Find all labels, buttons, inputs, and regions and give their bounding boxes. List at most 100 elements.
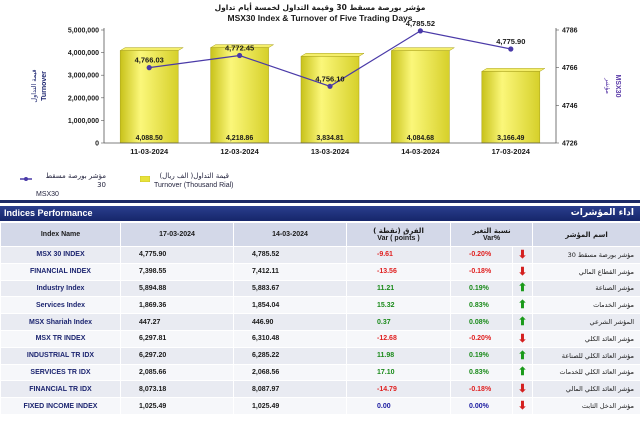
var-pct-cell: 0.08%	[450, 313, 513, 331]
direction-cell: ⬇	[512, 397, 533, 415]
arrow-up-icon: ⬆	[517, 316, 528, 329]
y-left-tick-label: 4,000,000	[68, 50, 99, 57]
index-name-ar-cell: مؤشر العائد الكلي للخدمات	[532, 363, 640, 382]
y-right-tick-label: 4786	[562, 28, 578, 35]
var-points-cell: 11.21	[346, 279, 451, 298]
value-date2-cell: 6,285.22	[233, 346, 347, 365]
arrow-down-icon: ⬇	[517, 332, 528, 345]
table-title: Indices Performance	[4, 208, 93, 218]
line-data-label: 4,785.52	[406, 19, 435, 28]
value-date1-cell: 447.27	[120, 313, 234, 331]
value-date1-cell: 1,025.49	[120, 397, 234, 415]
var-pct-cell: -0.20%	[450, 329, 513, 348]
index-name-cell: MSX Shariah Index	[0, 313, 121, 331]
y-right-tick-label: 4726	[562, 141, 578, 148]
line-data-label: 4,775.90	[496, 37, 525, 46]
chart-title: MSX30 Index & Turnover of Five Trading D…	[228, 13, 413, 23]
x-tick-label: 12-03-2024	[220, 147, 259, 156]
indices-table: Index Name 17-03-2024 14-03-2024 الفرق (…	[0, 222, 640, 415]
index-name-ar-cell: مؤشر الدخل الثابت	[532, 397, 640, 415]
bar-top	[480, 68, 546, 72]
var-points-cell: -12.68	[346, 329, 451, 348]
table-row: Services Index 1,869.36 1,854.04 15.32 0.83%…	[0, 296, 640, 315]
index-name-cell: MSX TR INDEX	[0, 329, 121, 348]
var-points-cell: -9.61	[346, 246, 451, 264]
table-row: FIXED INCOME INDEX 1,025.49 1,025.49 0.00 0.…	[0, 397, 640, 415]
direction-cell: ⬇	[512, 262, 533, 281]
value-date2-cell: 2,068.56	[233, 363, 347, 382]
bar-top	[390, 47, 456, 51]
var-pct-cell: 0.00%	[450, 397, 513, 415]
arrow-up-icon: ⬆	[517, 366, 528, 379]
y-left-label-ar: قيمة التداول	[30, 69, 38, 102]
value-date1-cell: 6,297.81	[120, 329, 234, 348]
var-points-cell: -14.79	[346, 380, 451, 399]
col-date1: 17-03-2024	[120, 222, 234, 247]
value-date1-cell: 5,894.88	[120, 279, 234, 298]
bar-data-label: 3,834.81	[316, 135, 343, 142]
col-var-ar: الفرق (نقطة )	[373, 227, 424, 235]
var-points-cell: 0.37	[346, 313, 451, 331]
value-date2-cell: 1,854.04	[233, 296, 347, 315]
direction-cell: ⬆	[512, 363, 533, 382]
table-row: MSX Shariah Index 447.27 446.90 0.37 0.08% ⬆ ا…	[0, 313, 640, 331]
bar-data-label: 4,088.50	[136, 135, 163, 142]
var-points-cell: -13.56	[346, 262, 451, 281]
bar-data-label: 4,084.68	[407, 135, 434, 142]
col-index-name-ar: اسم المؤشر	[532, 222, 640, 247]
index-name-ar-cell: المؤشر الشرعي	[532, 313, 640, 331]
col-date2: 14-03-2024	[233, 222, 347, 247]
value-date2-cell: 1,025.49	[233, 397, 347, 415]
index-name-ar-cell: مؤشر العائد الكلي للصناعة	[532, 346, 640, 365]
bar-top	[119, 47, 185, 51]
value-date2-cell: 7,412.11	[233, 262, 347, 281]
y-left-tick-label: 0	[95, 141, 99, 148]
index-name-ar-cell: مؤشر القطاع المالي	[532, 262, 640, 281]
value-date2-cell: 5,883.67	[233, 279, 347, 298]
bar-data-label: 4,218.86	[226, 135, 253, 142]
arrow-up-icon: ⬆	[517, 349, 528, 362]
y-left-tick-label: 3,000,000	[68, 73, 99, 80]
col-index-name: Index Name	[0, 222, 121, 247]
index-name-cell: INDUSTRIAL TR IDX	[0, 346, 121, 365]
index-name-cell: SERVICES TR IDX	[0, 363, 121, 382]
arrow-down-icon: ⬇	[517, 400, 528, 413]
col-pct-en: Var%	[482, 235, 501, 242]
index-name-cell: FIXED INCOME INDEX	[0, 397, 121, 415]
y-right-label: MSX30	[614, 75, 621, 98]
direction-cell: ⬆	[512, 346, 533, 365]
y-right-tick-label: 4766	[562, 65, 578, 72]
table-body: MSX 30 INDEX 4,775.90 4,785.52 -9.61 -0.20% ⬇…	[0, 246, 640, 415]
var-pct-cell: -0.20%	[450, 246, 513, 264]
table-title-ar: اداء المؤشرات	[570, 208, 634, 218]
value-date1-cell: 2,085.66	[120, 363, 234, 382]
chart-area: مؤشر بورصة مسقط 30 وقيمة التداول لخمسة أ…	[0, 0, 640, 202]
legend-turnover-ar: قيمة التداول( الف ريال)	[159, 172, 229, 180]
arrow-up-icon: ⬆	[517, 282, 528, 295]
direction-cell: ⬇	[512, 246, 533, 264]
index-name-ar-cell: مؤشر الصناعة	[532, 279, 640, 298]
value-date2-cell: 446.90	[233, 313, 347, 331]
x-tick-label: 17-03-2024	[492, 147, 531, 156]
var-pct-cell: -0.18%	[450, 380, 513, 399]
value-date1-cell: 7,398.55	[120, 262, 234, 281]
bar-top	[300, 53, 365, 57]
y-left-label: Turnover	[41, 71, 48, 101]
arrow-up-icon: ⬆	[517, 299, 528, 312]
chart-svg: مؤشر بورصة مسقط 30 وقيمة التداول لخمسة أ…	[30, 2, 621, 156]
line-point	[237, 52, 243, 59]
legend-bar-swatch	[140, 176, 150, 182]
direction-cell: ⬆	[512, 313, 533, 331]
y-left-tick-label: 2,000,000	[68, 95, 99, 102]
index-name-ar-cell: مؤشر العائد الكلي	[532, 329, 640, 348]
var-points-cell: 17.10	[346, 363, 451, 382]
bar-data-label: 3,166.49	[497, 135, 524, 142]
table-row: MSX TR INDEX 6,297.81 6,310.48 -12.68 -0.20%…	[0, 329, 640, 348]
table-row: INDUSTRIAL TR IDX 6,297.20 6,285.22 11.98 0.…	[0, 346, 640, 365]
legend-msx30: مؤشر بورصة مسقط 30 MSX30	[20, 172, 106, 199]
y-left-tick-label: 1,000,000	[68, 118, 99, 125]
value-date1-cell: 6,297.20	[120, 346, 234, 365]
table-row: MSX 30 INDEX 4,775.90 4,785.52 -9.61 -0.20% ⬇…	[0, 246, 640, 264]
chart-title-ar: مؤشر بورصة مسقط 30 وقيمة التداول لخمسة أ…	[215, 2, 426, 12]
y-right-tick-label: 4746	[562, 103, 578, 110]
